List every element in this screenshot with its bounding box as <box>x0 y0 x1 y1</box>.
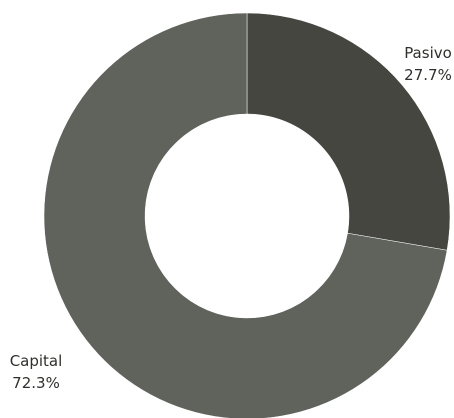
slice-pasivo <box>246 12 451 251</box>
slice-label-pasivo: Pasivo <box>404 44 452 62</box>
slice-value-capital: 72.3% <box>12 374 60 392</box>
slice-value-pasivo: 27.7% <box>404 66 452 84</box>
slice-label-capital: Capital <box>10 352 63 370</box>
slice-labels: Pasivo 27.7% Capital 72.3% <box>10 44 452 392</box>
donut-slices <box>43 12 451 418</box>
